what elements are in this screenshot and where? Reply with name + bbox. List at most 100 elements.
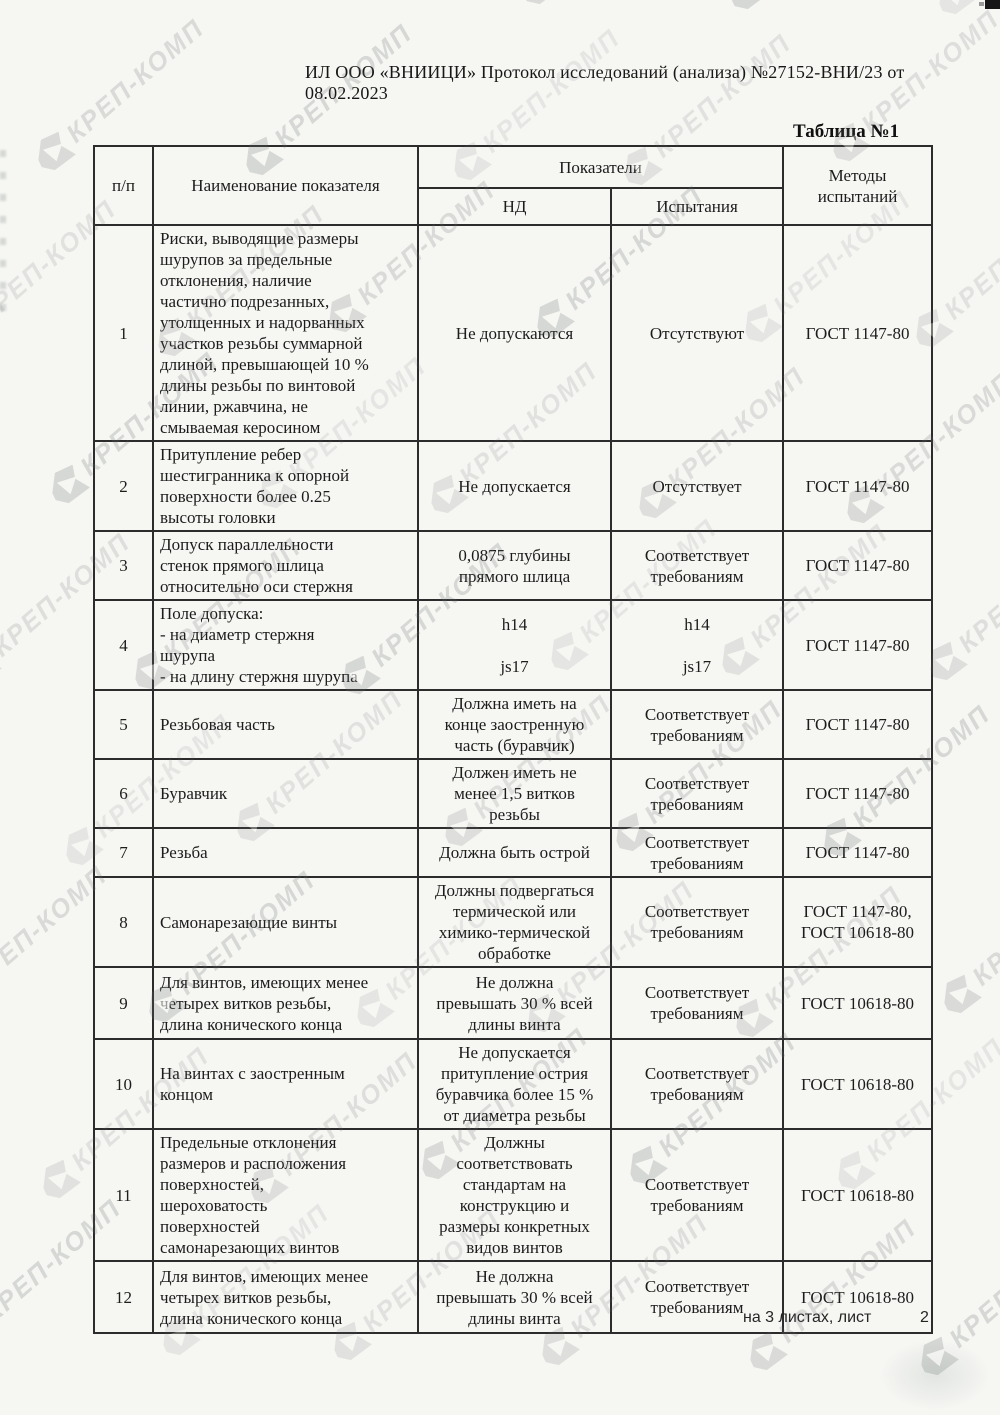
nd-requirement-cell: Не должна превышать 30 % всей длины винт… <box>417 966 612 1040</box>
table-row: 12 Для винтов, имеющих менее четырех вит… <box>93 1260 934 1334</box>
method-cell: ГОСТ 1147-80 <box>782 599 934 691</box>
nd-requirement-cell: Не допускаются <box>417 224 612 442</box>
test-result-cell: Соответствует требованиям <box>609 1260 785 1334</box>
test-result-cell: Соответствует требованиям <box>609 530 785 601</box>
indicator-name-cell: Для винтов, имеющих менее четырех витков… <box>152 1260 419 1334</box>
test-result-cell: Отсутствуют <box>609 224 785 442</box>
nd-requirement-cell: Должна быть острой <box>417 827 612 878</box>
watermark-stamp: КРЕП-КОМП <box>513 0 696 11</box>
test-result-cell: Соответствует требованиям <box>609 758 785 829</box>
test-result-cell: h14 js17 <box>609 599 785 691</box>
nd-requirement-cell: Не допускается притупление острия буравч… <box>417 1038 612 1130</box>
row-num-cell: 5 <box>93 689 154 760</box>
table-row: 9 Для винтов, имеющих менее четырех витк… <box>93 966 934 1040</box>
krep-komp-logo-icon <box>740 1328 789 1377</box>
table-header-row-2: НД Испытания <box>94 187 932 226</box>
results-table: п/п Наименование показателя Показатели М… <box>93 145 934 1334</box>
col-header-methods: Методы испытаний <box>782 145 934 226</box>
scan-corner-mark <box>979 0 1000 9</box>
indicator-name-cell: Буравчик <box>152 758 419 829</box>
test-result-cell: Соответствует требованиям <box>609 1038 785 1130</box>
method-cell: ГОСТ 10618-80 <box>782 966 934 1040</box>
indicator-name-cell: На винтах с заостренным концом <box>152 1038 419 1130</box>
method-cell: ГОСТ 10618-80 <box>782 1128 934 1262</box>
table-row: 11 Предельные отклонения размеров и расп… <box>93 1128 934 1262</box>
table-caption: Таблица №1 <box>793 121 900 142</box>
col-header-test: Испытания <box>609 187 785 226</box>
row-num-cell: 1 <box>93 224 154 442</box>
table-row: 6 Буравчик Должен иметь не менее 1,5 вит… <box>93 758 934 829</box>
watermark-stamp: КРЕП-КОМП <box>934 854 1000 1020</box>
table-row: 3 Допуск параллельности стенок прямого ш… <box>93 530 934 601</box>
table-row: 7 Резьба Должна быть острой Соответствуе… <box>93 827 934 878</box>
krep-komp-logo-icon <box>929 0 978 21</box>
row-num-cell: 12 <box>93 1260 154 1334</box>
test-result-cell: Соответствует требованиям <box>609 966 785 1040</box>
nd-requirement-cell: Должны соответствовать стандартам на кон… <box>417 1128 612 1262</box>
test-result-cell: Отсутствует <box>609 440 785 532</box>
watermark-text: КРЕП-КОМП <box>942 1217 1000 1354</box>
indicator-name-cell: Самонарезающие винты <box>152 876 419 968</box>
table-row: 5 Резьбовая часть Должна иметь на конце … <box>93 689 934 760</box>
watermark-text: КРЕП-КОМП <box>59 12 210 149</box>
col-header-name: Наименование показателя <box>152 145 419 226</box>
row-num-cell: 2 <box>93 440 154 532</box>
row-num-cell: 9 <box>93 966 154 1040</box>
method-cell: ГОСТ 1147-80, ГОСТ 10618-80 <box>782 876 934 968</box>
watermark-text: КРЕП-КОМП <box>951 522 1000 659</box>
nd-requirement-cell: Должны подвергаться термической или хими… <box>417 876 612 968</box>
table-row: 1 Риски, выводящие размеры шурупов за пр… <box>93 224 934 442</box>
nd-requirement-cell: Не должна превышать 30 % всей длины винт… <box>417 1260 612 1334</box>
krep-komp-logo-icon <box>0 642 3 691</box>
krep-komp-logo-icon <box>134 0 183 1</box>
krep-komp-logo-icon <box>42 461 91 510</box>
watermark-stamp: КРЕП-КОМП <box>342 0 525 6</box>
table-header-row-1: п/п Наименование показателя Показатели М… <box>93 145 934 226</box>
row-num-cell: 11 <box>93 1128 154 1262</box>
krep-komp-logo-icon <box>721 0 770 16</box>
row-num-cell: 3 <box>93 530 154 601</box>
method-cell: ГОСТ 1147-80 <box>782 530 934 601</box>
method-cell: ГОСТ 1147-80 <box>782 440 934 532</box>
table-row: 10 На винтах с заостренным концом Не доп… <box>93 1038 934 1130</box>
sheet-count-label: на 3 листах, лист <box>743 1309 872 1326</box>
table-row: 8 Самонарезающие винты Должны подвергать… <box>93 876 934 968</box>
krep-komp-logo-icon <box>342 0 391 6</box>
method-cell: ГОСТ 10618-80 <box>782 1038 934 1130</box>
watermark-stamp: КРЕП-КОМП <box>134 0 317 1</box>
test-result-cell: Соответствует требованиям <box>609 1128 785 1262</box>
nd-requirement-cell: Должна иметь на конце заостренную часть … <box>417 689 612 760</box>
method-cell: ГОСТ 1147-80 <box>782 758 934 829</box>
col-header-indicators: Показатели <box>416 145 785 189</box>
watermark-text: КРЕП-КОМП <box>965 855 1000 992</box>
row-num-cell: 8 <box>93 876 154 968</box>
indicator-name-cell: Для винтов, имеющих менее четырех витков… <box>152 966 419 1040</box>
page-footer: на 3 листах, лист 2 <box>0 1309 1000 1333</box>
indicator-name-cell: Предельные отклонения размеров и располо… <box>152 1128 419 1262</box>
watermark-stamp: КРЕП-КОМП <box>721 0 904 16</box>
row-num-cell: 6 <box>93 758 154 829</box>
indicator-name-cell: Риски, выводящие размеры шурупов за пред… <box>152 224 419 442</box>
scan-edge-smudge <box>0 150 6 320</box>
col-header-num: п/п <box>93 145 154 226</box>
scan-bottom-smudge <box>880 1340 990 1410</box>
nd-requirement-cell: h14 js17 <box>417 599 612 691</box>
nd-requirement-cell: Должен иметь не менее 1,5 витков резьбы <box>417 758 612 829</box>
indicator-name-cell: Допуск параллельности стенок прямого шли… <box>152 530 419 601</box>
table-row: 4 Поле допуска: - на диаметр стержня шур… <box>93 599 934 691</box>
method-cell: ГОСТ 1147-80 <box>782 689 934 760</box>
row-num-cell: 4 <box>93 599 154 691</box>
test-result-cell: Соответствует требованиям <box>609 827 785 878</box>
test-result-cell: Соответствует требованиям <box>609 689 785 760</box>
method-cell: ГОСТ 1147-80 <box>782 827 934 878</box>
table-row: 2 Притупление ребер шестигранника к опор… <box>93 440 934 532</box>
krep-komp-logo-icon <box>513 0 562 11</box>
method-cell: ГОСТ 1147-80 <box>782 224 934 442</box>
indicator-name-cell: Резьбовая часть <box>152 689 419 760</box>
krep-komp-logo-icon <box>934 971 983 1020</box>
test-result-cell: Соответствует требованиям <box>609 876 785 968</box>
indicator-name-cell: Притупление ребер шестигранника к опорно… <box>152 440 419 532</box>
watermark-text: КРЕП-КОМП <box>937 189 1000 326</box>
document-header: ИЛ ООО «ВНИИЦИ» Протокол исследований (а… <box>305 62 905 103</box>
